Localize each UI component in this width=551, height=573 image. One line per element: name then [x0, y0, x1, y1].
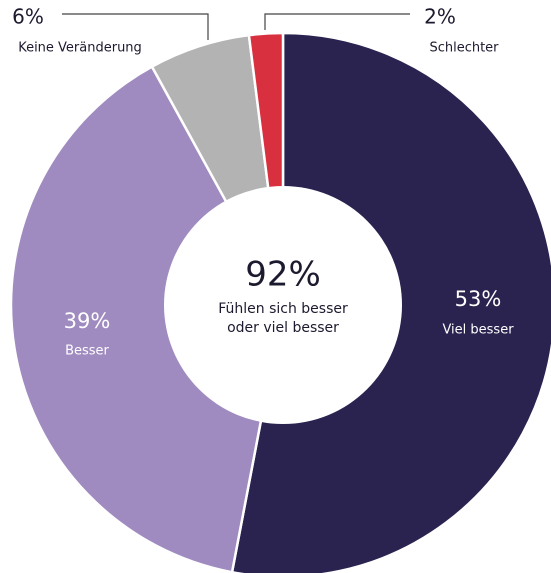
center-subtitle: Fühlen sich besser oder viel besser — [218, 301, 348, 336]
leader-line — [62, 13, 209, 40]
category-label: Viel besser — [442, 323, 514, 338]
value-label: 6% — [12, 5, 44, 29]
category-label: Schlechter — [429, 41, 499, 56]
value-label: 39% — [64, 309, 111, 333]
leader-line — [264, 13, 410, 30]
value-label: 53% — [455, 287, 502, 311]
center-value: 92% — [245, 255, 321, 295]
category-label: Besser — [65, 344, 109, 359]
category-label: Keine Veränderung — [18, 41, 142, 56]
slice — [9, 64, 285, 573]
donut-hole — [164, 186, 402, 424]
value-label: 2% — [424, 5, 456, 29]
